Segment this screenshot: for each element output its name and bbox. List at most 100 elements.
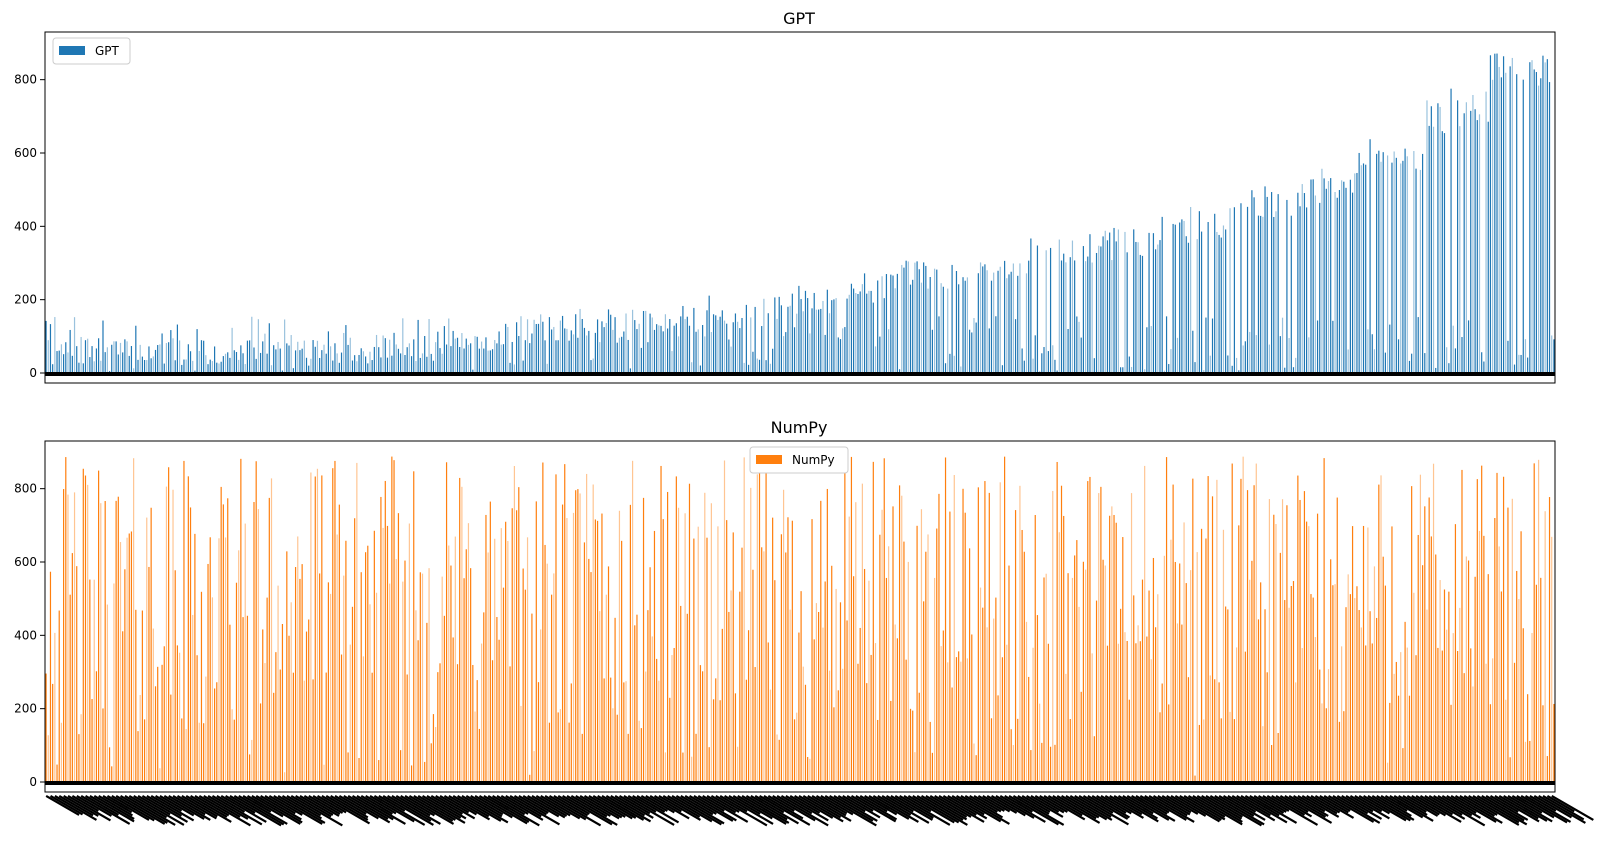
- gpt-bar: [483, 348, 485, 373]
- numpy-bar: [1286, 505, 1288, 782]
- numpy-bar: [417, 640, 419, 782]
- gpt-bar: [1264, 186, 1266, 373]
- x-tick-label: [45, 794, 80, 816]
- gpt-bar: [1115, 241, 1117, 373]
- numpy-bar: [1404, 621, 1406, 782]
- gpt-bar: [78, 362, 80, 373]
- numpy-bar: [84, 475, 87, 782]
- gpt-bar: [570, 330, 572, 373]
- numpy-bar: [290, 602, 292, 782]
- gpt-bar: [281, 370, 284, 373]
- gpt-bar: [1520, 354, 1522, 373]
- numpy-bar: [1448, 591, 1450, 782]
- numpy-bar: [233, 719, 235, 782]
- gpt-bar: [1179, 222, 1181, 373]
- gpt-bar: [277, 341, 279, 373]
- gpt-bar: [185, 359, 187, 373]
- gpt-bar: [975, 322, 977, 373]
- numpy-bar: [815, 603, 818, 782]
- gpt-bar: [1190, 207, 1192, 373]
- numpy-bar: [277, 585, 279, 782]
- gpt-bar: [1111, 260, 1113, 373]
- numpy-bar: [1389, 702, 1391, 782]
- x-tick-label: [1253, 794, 1285, 814]
- gpt-bar: [614, 317, 616, 373]
- gpt-bar: [656, 324, 658, 373]
- numpy-bar: [299, 578, 301, 782]
- numpy-bar: [216, 682, 218, 782]
- gpt-bar: [316, 340, 319, 373]
- x-tick-label: [780, 794, 813, 815]
- gpt-bar: [1380, 161, 1382, 373]
- numpy-bar: [936, 528, 938, 782]
- numpy-bar: [235, 582, 238, 782]
- x-tick-label: [973, 794, 1002, 813]
- numpy-bar: [1148, 590, 1150, 782]
- x-tick-label: [592, 794, 633, 820]
- x-tick-label: [548, 794, 602, 827]
- numpy-bar: [966, 658, 969, 782]
- x-tick-label: [1096, 794, 1127, 814]
- x-tick-label: [710, 794, 740, 813]
- numpy-bar: [154, 686, 157, 782]
- numpy-bar: [673, 648, 675, 782]
- x-tick-label: [146, 794, 183, 817]
- numpy-bar: [1316, 513, 1319, 782]
- gpt-bar: [345, 325, 347, 373]
- numpy-bar: [697, 526, 699, 782]
- gpt-bar: [1141, 255, 1144, 373]
- numpy-bar: [675, 476, 677, 782]
- gpt-bar: [284, 319, 286, 373]
- x-tick-label: [977, 794, 1005, 812]
- numpy-bar: [1152, 557, 1155, 782]
- numpy-bar: [1006, 644, 1008, 782]
- gpt-bar: [695, 331, 697, 373]
- y-tick-label: 600: [14, 555, 37, 569]
- numpy-bar: [636, 614, 638, 782]
- gpt-bar: [1087, 256, 1089, 373]
- gpt-bar: [294, 350, 297, 373]
- gpt-bar: [811, 308, 813, 373]
- numpy-bar: [1253, 485, 1255, 782]
- numpy-bar: [456, 664, 459, 782]
- x-tick-label: [789, 794, 821, 814]
- numpy-bar: [441, 576, 443, 782]
- numpy-bar: [1345, 607, 1347, 782]
- x-tick-label: [688, 794, 734, 822]
- numpy-axes-frame: [44, 440, 1556, 793]
- numpy-bar: [1144, 465, 1146, 782]
- gpt-bar: [721, 310, 723, 373]
- gpt-bar: [402, 318, 404, 373]
- gpt-bar: [579, 308, 581, 373]
- numpy-bar: [1360, 627, 1362, 782]
- numpy-bar: [108, 747, 111, 782]
- gpt-bar: [544, 340, 546, 373]
- gpt-bar: [297, 341, 299, 373]
- numpy-bar: [1452, 633, 1454, 782]
- numpy-bar: [1135, 643, 1137, 782]
- gpt-bar: [1459, 126, 1461, 374]
- gpt-bar: [785, 332, 787, 373]
- gpt-bar: [1288, 338, 1290, 373]
- numpy-bar: [1060, 485, 1063, 782]
- numpy-bar: [507, 541, 509, 782]
- numpy-bar: [1527, 694, 1529, 782]
- gpt-bar: [1196, 239, 1198, 373]
- x-tick-label: [1279, 794, 1309, 813]
- gpt-bar: [868, 290, 870, 373]
- gpt-bar: [828, 313, 831, 373]
- gpt-bar: [1120, 367, 1122, 373]
- numpy-bar: [850, 456, 853, 782]
- gpt-bar: [1540, 78, 1542, 373]
- numpy-bar: [837, 690, 839, 782]
- gpt-bar: [52, 364, 54, 373]
- numpy-bar: [772, 517, 774, 782]
- x-tick-label: [49, 794, 84, 816]
- x-tick-label: [295, 794, 332, 818]
- gpt-bar: [336, 353, 338, 373]
- numpy-bar: [483, 612, 485, 782]
- x-tick-label: [1529, 794, 1557, 812]
- x-tick-label: [408, 794, 454, 822]
- gpt-bar: [885, 274, 888, 373]
- gpt-bar: [962, 277, 964, 373]
